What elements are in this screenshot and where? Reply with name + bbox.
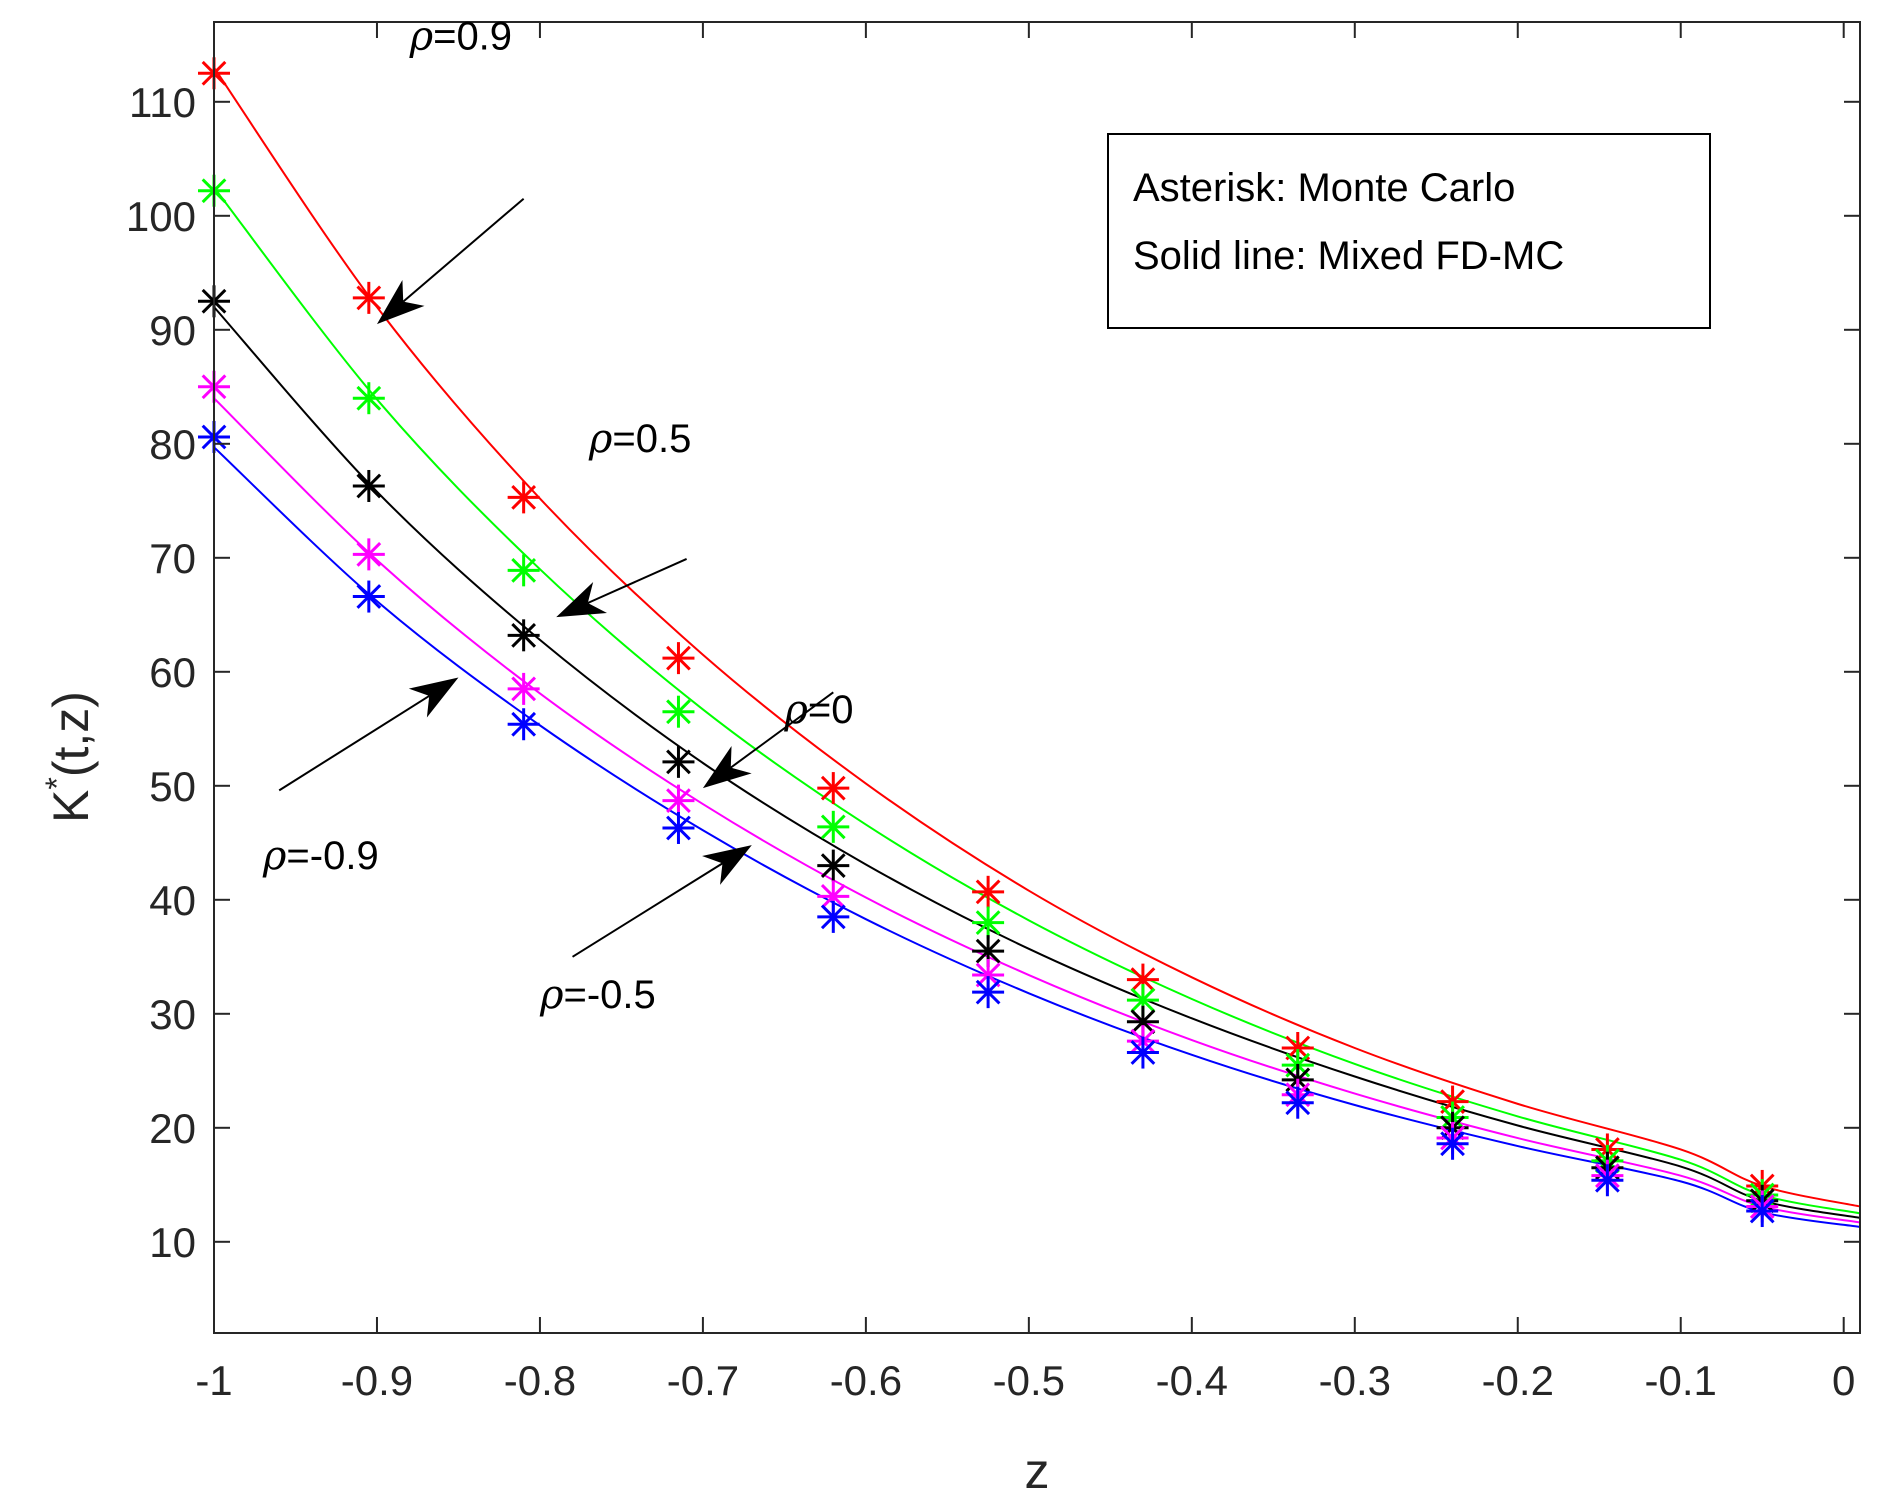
asterisk-marker xyxy=(817,810,850,843)
x-axis-title: z xyxy=(1025,1443,1050,1499)
y-tick-label: 100 xyxy=(126,193,196,240)
rho-annotation: ρ=-0.9 xyxy=(262,833,379,879)
rho-annotation: ρ=0.9 xyxy=(409,13,512,59)
series-line xyxy=(214,186,1860,1215)
y-tick-label: 30 xyxy=(149,991,196,1038)
x-tick-label: 0 xyxy=(1832,1357,1855,1404)
annotation-arrow-head xyxy=(556,582,607,618)
legend-box xyxy=(1107,133,1711,329)
legend-entry-mixed-fd-mc: Solid line: Mixed FD-MC xyxy=(1133,234,1564,278)
x-tick-label: -0.2 xyxy=(1482,1357,1554,1404)
asterisk-marker xyxy=(1281,1086,1314,1119)
plot-area xyxy=(198,57,1860,1228)
legend-entry-monte-carlo: Asterisk: Monte Carlo xyxy=(1133,166,1515,210)
asterisk-marker xyxy=(352,382,385,415)
x-tick-label: -1 xyxy=(195,1357,232,1404)
y-axis-title-superscript: * xyxy=(39,777,75,789)
asterisk-marker xyxy=(662,784,695,817)
annotations: ρ=0.9 ρ=0.5 ρ=0 ρ=-0.9 ρ=-0.5 xyxy=(262,13,854,1018)
y-tick-label: 110 xyxy=(129,79,196,126)
asterisk-marker xyxy=(1591,1164,1624,1197)
asterisk-marker xyxy=(662,642,695,675)
axis-ticks xyxy=(213,22,1860,1333)
asterisk-marker xyxy=(352,580,385,613)
x-tick-label: -0.8 xyxy=(504,1357,576,1404)
series-line xyxy=(214,446,1860,1228)
axis-tick-labels: -1 -0.9 -0.8 -0.7 -0.6 -0.5 -0.4 -0.3 -0.2 -0.1 0 1… xyxy=(126,79,1855,1404)
annotation-arrow-head xyxy=(408,677,459,718)
svg-text:K*(t,z): K*(t,z) xyxy=(39,691,99,823)
series-markers xyxy=(198,57,1779,1228)
y-tick-label: 10 xyxy=(149,1219,196,1266)
y-tick-label: 70 xyxy=(149,535,196,582)
asterisk-marker xyxy=(507,672,540,705)
legend: Asterisk: Monte Carlo Solid line: Mixed … xyxy=(1107,133,1711,329)
annotation-arrow-shaft xyxy=(587,558,688,604)
series-line xyxy=(214,306,1860,1219)
asterisk-marker xyxy=(972,906,1005,939)
annotation-arrow-shaft xyxy=(572,862,724,958)
x-tick-label: -0.5 xyxy=(993,1357,1065,1404)
asterisk-marker xyxy=(1436,1127,1469,1160)
asterisk-marker xyxy=(817,772,850,805)
y-axis-title-rest: (t,z) xyxy=(43,691,99,777)
y-axis-title-base: K xyxy=(43,790,99,823)
asterisk-marker xyxy=(972,976,1005,1009)
x-tick-label: -0.4 xyxy=(1156,1357,1228,1404)
x-tick-label: -0.6 xyxy=(830,1357,902,1404)
annotation-arrow-shaft xyxy=(730,691,834,769)
asterisk-marker xyxy=(352,281,385,314)
x-tick-label: -0.1 xyxy=(1645,1357,1717,1404)
rho-annotation: ρ=0.5 xyxy=(588,416,691,462)
asterisk-marker xyxy=(1746,1195,1779,1228)
asterisk-marker xyxy=(662,745,695,778)
asterisk-marker xyxy=(1126,1005,1159,1038)
y-tick-label: 20 xyxy=(149,1105,196,1152)
asterisk-marker xyxy=(352,538,385,571)
y-tick-label: 60 xyxy=(149,649,196,696)
asterisk-marker xyxy=(507,481,540,514)
annotation-arrow-shaft xyxy=(278,695,430,792)
x-tick-label: -0.7 xyxy=(667,1357,739,1404)
asterisk-marker xyxy=(662,695,695,728)
y-axis-title: K*(t,z) xyxy=(39,691,99,823)
series-lines xyxy=(214,67,1860,1228)
asterisk-marker xyxy=(662,811,695,844)
asterisk-marker xyxy=(507,708,540,741)
asterisk-marker xyxy=(507,619,540,652)
y-tick-label: 50 xyxy=(149,763,196,810)
series-line xyxy=(214,397,1860,1224)
rho-annotation: ρ=-0.5 xyxy=(539,972,656,1018)
annotation-arrow-shaft xyxy=(402,197,525,303)
asterisk-marker xyxy=(817,849,850,882)
asterisk-marker xyxy=(817,880,850,913)
annotation-arrow-head xyxy=(702,845,752,885)
asterisk-marker xyxy=(817,900,850,933)
axes-box xyxy=(213,21,1861,1334)
asterisk-marker xyxy=(972,935,1005,968)
asterisk-marker xyxy=(352,469,385,502)
y-tick-label: 80 xyxy=(149,421,196,468)
series-line xyxy=(214,67,1860,1208)
rho-annotation: ρ=0 xyxy=(783,687,853,733)
annotation-arrow-head xyxy=(376,279,425,325)
annotation-arrow-head xyxy=(702,745,752,789)
asterisk-marker xyxy=(972,875,1005,908)
asterisk-marker xyxy=(1126,1036,1159,1069)
asterisk-marker xyxy=(507,554,540,587)
x-tick-label: -0.9 xyxy=(341,1357,413,1404)
x-tick-label: -0.3 xyxy=(1319,1357,1391,1404)
y-tick-label: 90 xyxy=(149,307,196,354)
y-tick-label: 40 xyxy=(149,877,196,924)
